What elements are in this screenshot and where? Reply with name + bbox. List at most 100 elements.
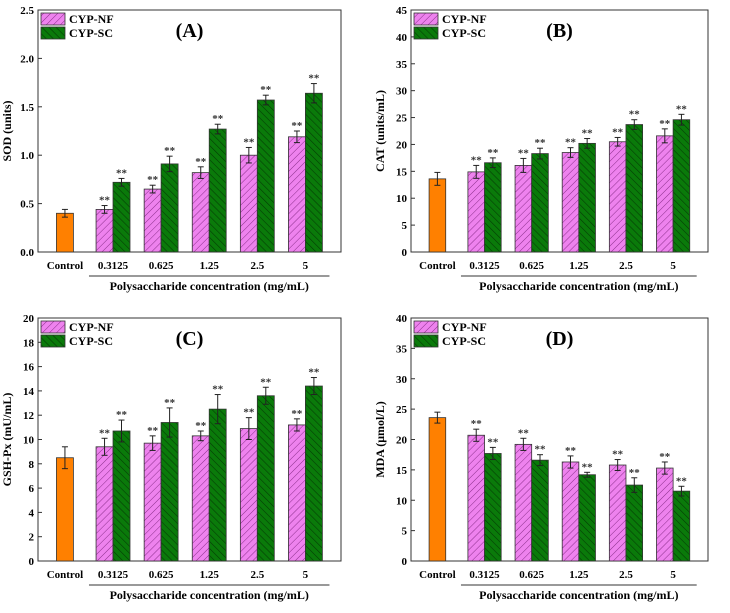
legend-swatch xyxy=(40,320,66,334)
legend-label: CYP-NF xyxy=(442,320,487,334)
legend-label: CYP-SC xyxy=(69,26,113,40)
bar-cyp-sc xyxy=(208,128,227,253)
y-tick-label: 1.5 xyxy=(20,102,34,114)
bar-cyp-sc xyxy=(625,484,644,562)
y-tick-label: 25 xyxy=(396,404,408,416)
significance-mark: ** xyxy=(676,103,688,115)
bar-cyp-sc xyxy=(625,124,644,253)
panel-label: (C) xyxy=(176,328,204,350)
bar-cyp-nf xyxy=(514,443,533,562)
y-axis-label: MDA (μmol/L) xyxy=(373,401,387,477)
x-axis-label: Polysaccharide concentration (mg/mL) xyxy=(110,279,309,293)
y-tick-label: 0 xyxy=(402,247,408,259)
y-tick-label: 14 xyxy=(23,386,35,398)
bar-cyp-nf xyxy=(191,435,210,562)
significance-mark: ** xyxy=(116,409,128,421)
legend-label: CYP-SC xyxy=(442,26,486,40)
significance-mark: ** xyxy=(147,174,159,186)
x-tick-label: Control xyxy=(47,569,83,581)
x-axis-label: Polysaccharide concentration (mg/mL) xyxy=(479,279,678,293)
legend-label: CYP-SC xyxy=(69,334,113,348)
bar-cyp-nf xyxy=(191,172,210,253)
significance-mark: ** xyxy=(243,407,255,419)
bar-cyp-nf xyxy=(288,424,306,562)
x-tick-label: 5 xyxy=(670,260,676,272)
bar-cyp-sc xyxy=(531,153,549,253)
chart-panel-A: 0.0 0.5 1.0 1.5 2.0 2.5 SOD (units) (A) Control 0… xyxy=(0,5,342,293)
significance-mark: ** xyxy=(471,154,483,166)
y-tick-label: 20 xyxy=(396,139,408,151)
significance-mark: ** xyxy=(291,408,303,420)
x-tick-label: Control xyxy=(47,260,83,272)
x-tick-label: 2.5 xyxy=(250,569,264,581)
bar-cyp-sc xyxy=(305,385,323,562)
panel-label: (A) xyxy=(176,20,204,42)
significance-mark: ** xyxy=(99,427,111,439)
y-tick-label: 15 xyxy=(396,166,408,178)
y-tick-label: 40 xyxy=(396,32,408,44)
significance-mark: ** xyxy=(308,367,320,379)
bar-cyp-nf xyxy=(608,141,627,253)
y-tick-label: 40 xyxy=(396,313,408,325)
bar-cyp-nf xyxy=(143,442,162,562)
bar-cyp-nf xyxy=(288,136,306,253)
y-tick-label: 35 xyxy=(396,59,408,71)
chart-panel-B: 0 5 10 15 20 25 30 35 40 45 CAT (units/mL) (B) Contr… xyxy=(373,5,709,293)
legend-label: CYP-NF xyxy=(69,320,114,334)
chart-panel-D: 0 5 10 15 20 25 30 35 40 MDA (μmol/L) (D) Control 0.… xyxy=(373,313,709,602)
legend-swatch xyxy=(40,26,66,40)
legend-swatch xyxy=(40,334,66,348)
bar-cyp-sc xyxy=(256,395,275,562)
bar-cyp-nf xyxy=(95,209,114,253)
y-axis-label: GSH-Px (mU/mL) xyxy=(0,393,14,487)
x-tick-label: 5 xyxy=(670,569,676,581)
panel-label: (D) xyxy=(546,328,574,350)
significance-mark: ** xyxy=(659,118,671,130)
bar-cyp-sc xyxy=(578,474,596,562)
x-axis-label: Polysaccharide concentration (mg/mL) xyxy=(110,588,309,602)
y-tick-label: 0 xyxy=(29,556,35,568)
y-tick-label: 0.0 xyxy=(20,247,34,259)
y-axis-label: SOD (units) xyxy=(0,100,14,161)
significance-mark: ** xyxy=(212,113,224,125)
bar-cyp-nf xyxy=(561,461,580,562)
y-tick-label: 20 xyxy=(23,313,35,325)
bar-cyp-nf xyxy=(239,154,258,253)
y-tick-label: 30 xyxy=(396,86,408,98)
legend-swatch xyxy=(413,26,439,40)
bar-cyp-sc xyxy=(578,142,596,253)
significance-mark: ** xyxy=(195,420,207,432)
bar-cyp-sc xyxy=(160,163,179,253)
significance-mark: ** xyxy=(535,137,547,149)
x-tick-label: 0.3125 xyxy=(98,260,129,272)
significance-mark: ** xyxy=(195,156,207,168)
y-tick-label: 4 xyxy=(29,507,35,519)
bar-cyp-sc xyxy=(112,181,131,253)
significance-mark: ** xyxy=(676,475,688,487)
significance-mark: ** xyxy=(487,147,499,159)
bar-control xyxy=(428,417,447,562)
bar-cyp-sc xyxy=(208,408,227,562)
y-tick-label: 16 xyxy=(23,362,35,374)
x-tick-label: 2.5 xyxy=(250,260,264,272)
significance-mark: ** xyxy=(212,384,224,396)
x-axis-label: Polysaccharide concentration (mg/mL) xyxy=(479,588,678,602)
x-tick-label: 5 xyxy=(303,260,309,272)
y-tick-label: 18 xyxy=(23,337,35,349)
legend-swatch xyxy=(413,334,439,348)
y-tick-label: 8 xyxy=(29,459,35,471)
y-tick-label: 5 xyxy=(402,526,408,538)
legend-swatch xyxy=(413,320,439,334)
significance-mark: ** xyxy=(164,145,176,157)
significance-mark: ** xyxy=(471,418,483,430)
significance-mark: ** xyxy=(291,120,303,132)
bar-cyp-sc xyxy=(484,453,502,562)
y-tick-label: 12 xyxy=(23,410,35,422)
significance-mark: ** xyxy=(659,451,671,463)
bar-cyp-nf xyxy=(656,467,674,562)
x-tick-label: Control xyxy=(419,569,455,581)
x-tick-label: 0.625 xyxy=(519,569,544,581)
x-tick-label: 0.625 xyxy=(149,260,174,272)
bar-control xyxy=(56,212,74,253)
bar-cyp-sc xyxy=(160,422,179,562)
